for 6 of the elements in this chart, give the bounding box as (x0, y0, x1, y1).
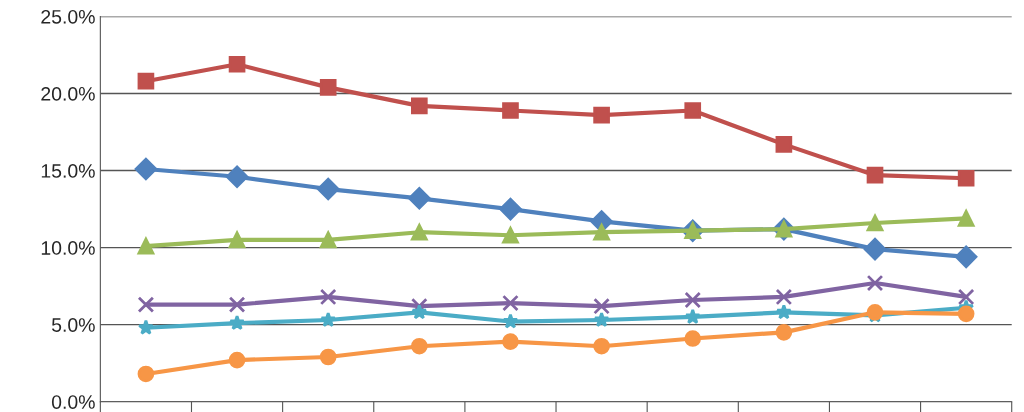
y-tick-label: 0.0% (51, 395, 95, 409)
y-tick-label: 5.0% (51, 318, 95, 332)
y-tick-label: 10.0% (41, 241, 95, 255)
y-tick-label: 15.0% (41, 164, 95, 178)
y-tick-label: 25.0% (41, 9, 95, 24)
y-tick-label: 20.0% (41, 86, 95, 101)
